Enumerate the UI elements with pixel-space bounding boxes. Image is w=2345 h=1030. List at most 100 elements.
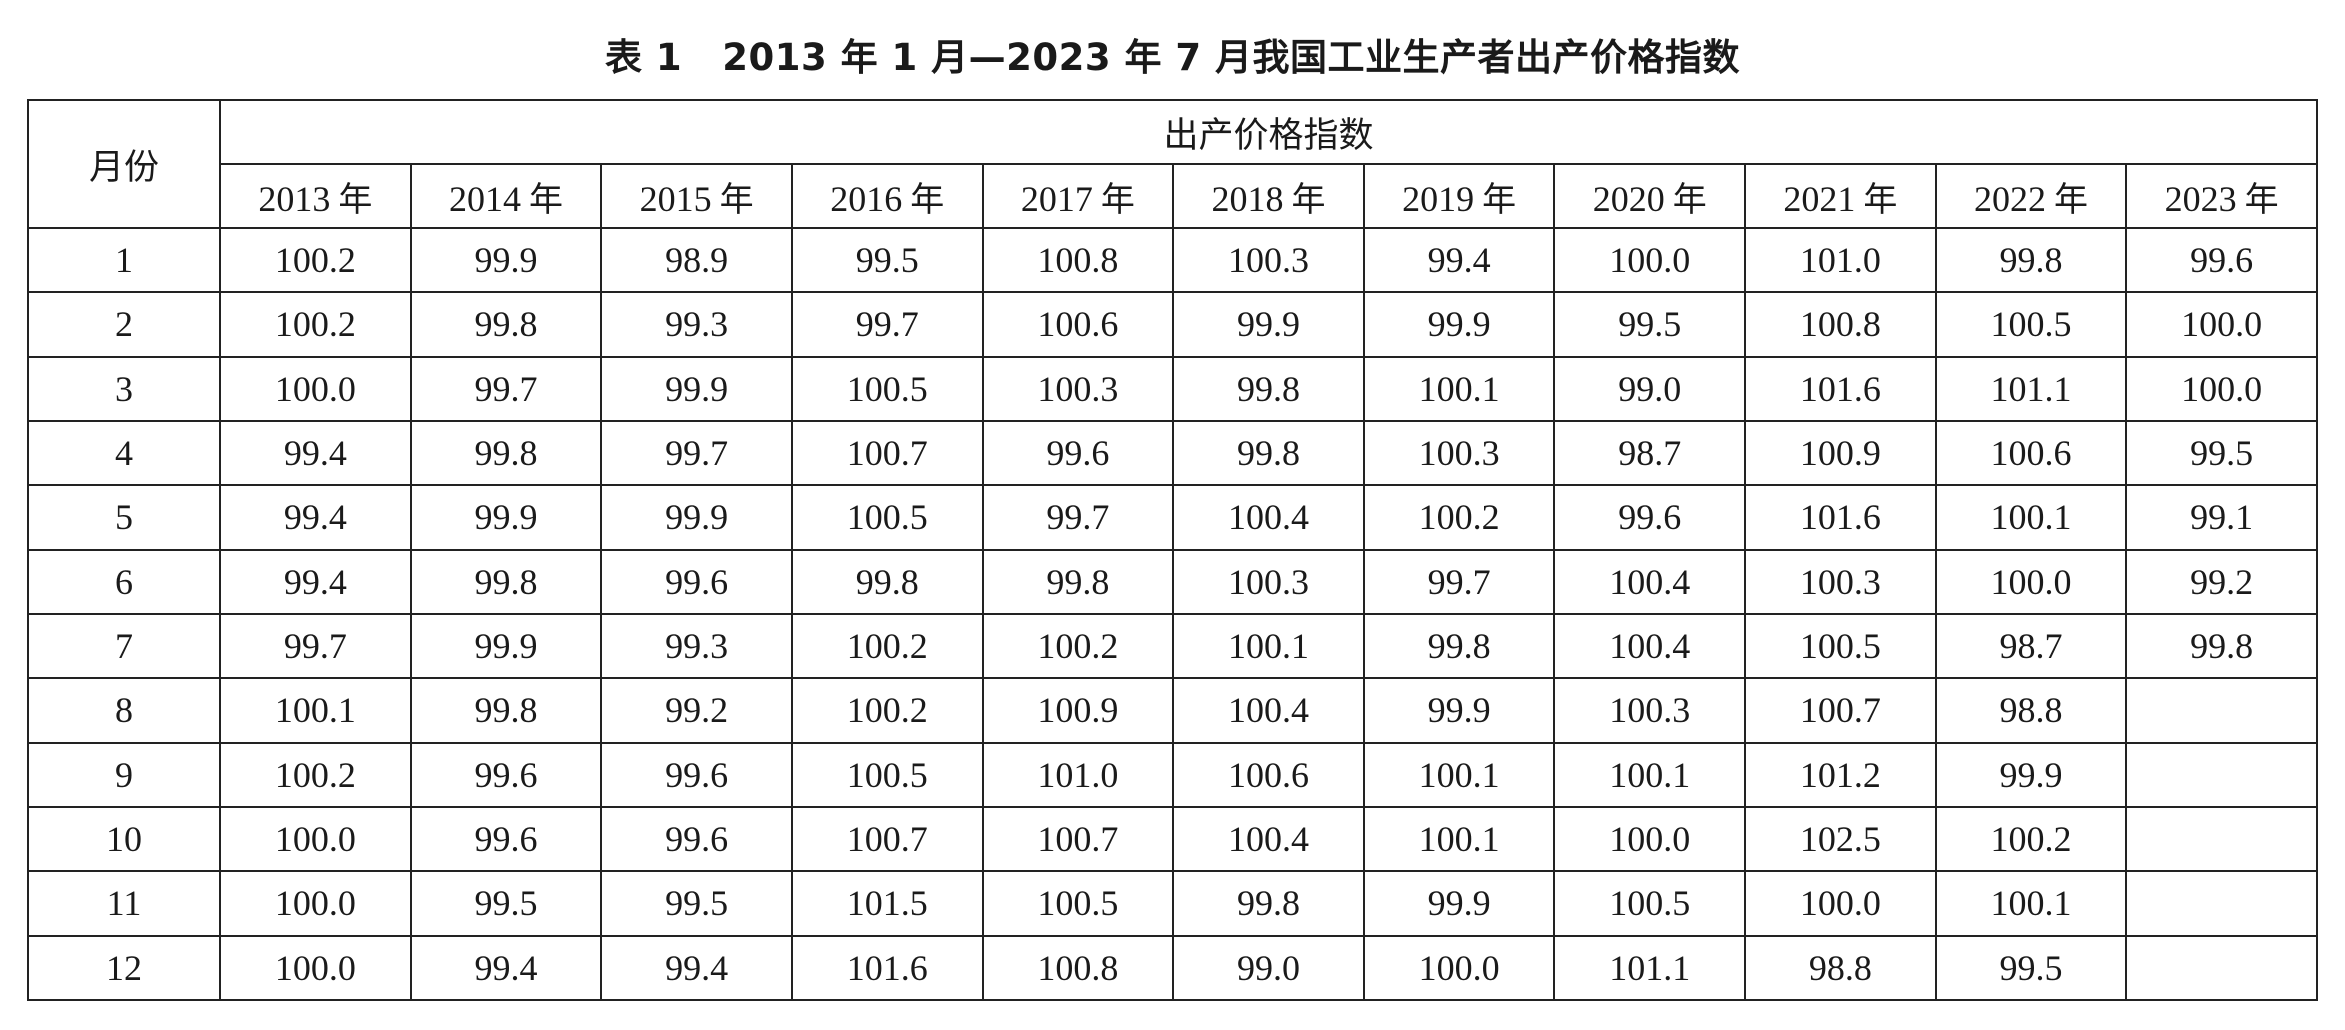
value-cell: 100.0 (219, 870, 412, 937)
value-cell: 100.0 (1744, 870, 1937, 937)
month-cell: 11 (27, 870, 221, 937)
value-cell: 100.2 (790, 677, 984, 744)
value-cell: 99.4 (219, 484, 412, 551)
year-header-unit: 年 (719, 179, 754, 220)
value-cell: 99.5 (1934, 934, 2128, 1002)
value-cell: 99.3 (600, 612, 793, 680)
value-cell: 100.1 (1553, 741, 1746, 808)
value-cell: 99.0 (1553, 355, 1746, 422)
year-header: 2021 年 (1744, 163, 1937, 229)
value-cell: 100.4 (1553, 548, 1746, 615)
year-header-unit: 年 (1482, 179, 1517, 220)
year-header-number: 2019 (1402, 178, 1475, 219)
value-cell: 99.1 (2125, 484, 2318, 551)
value-cell: 100.2 (219, 741, 412, 808)
value-cell: 100.3 (1553, 677, 1746, 744)
value-cell: 99.8 (409, 677, 603, 744)
value-cell (2125, 934, 2318, 1002)
value-cell: 100.4 (1172, 484, 1365, 551)
value-cell: 99.7 (1362, 548, 1556, 615)
value-cell: 99.4 (1362, 226, 1556, 294)
value-cell: 100.5 (790, 355, 984, 422)
month-cell: 12 (27, 934, 221, 1002)
year-header-number: 2016 (830, 178, 903, 219)
table-row: 8 100.1 99.8 99.2 100.2 100.9 100.4 99.9 100.3 10… (27, 677, 2318, 744)
month-cell: 2 (27, 291, 221, 358)
ppi-table: 月份 出产价格指数 2013 年 2014 年 2015 年 2016 年 2017 年 2018 年… (27, 99, 2318, 1002)
value-cell: 99.5 (600, 870, 793, 937)
value-cell: 99.8 (981, 548, 1175, 615)
month-cell: 6 (27, 548, 221, 615)
value-cell: 99.6 (600, 741, 793, 808)
year-header: 2022 年 (1934, 163, 2128, 229)
header-row-group: 月份 出产价格指数 (27, 99, 2318, 229)
year-header-number: 2014 (448, 178, 521, 219)
month-cell: 5 (27, 484, 221, 551)
value-cell (2125, 805, 2318, 873)
value-cell: 99.9 (600, 484, 793, 551)
table-row: 9 100.2 99.6 99.6 100.5 101.0 100.6 100.1 100.1 1… (27, 741, 2318, 808)
value-cell: 99.2 (600, 677, 793, 744)
value-cell: 100.2 (219, 291, 412, 358)
value-cell: 100.7 (790, 419, 984, 487)
value-cell: 100.3 (1172, 548, 1365, 615)
month-cell: 10 (27, 805, 221, 873)
year-header-unit: 年 (2244, 179, 2279, 220)
value-cell: 100.1 (219, 677, 412, 744)
year-header-unit: 年 (338, 179, 373, 220)
value-cell (2125, 741, 2318, 808)
year-header-unit: 年 (1291, 179, 1326, 220)
value-cell: 100.2 (219, 226, 412, 294)
value-cell: 99.4 (219, 548, 412, 615)
table-row: 11 100.0 99.5 99.5 101.5 100.5 99.8 99.9 100.5 10… (27, 870, 2318, 937)
value-cell: 99.7 (790, 291, 984, 358)
value-cell: 100.0 (219, 355, 412, 422)
value-cell: 100.8 (981, 226, 1175, 294)
value-cell: 100.8 (981, 934, 1175, 1002)
year-header-unit: 年 (910, 179, 945, 220)
value-cell: 100.4 (1172, 677, 1365, 744)
value-cell: 100.0 (2125, 291, 2318, 358)
value-cell: 100.8 (1744, 291, 1937, 358)
value-cell: 99.5 (790, 226, 984, 294)
value-cell: 100.1 (1934, 870, 2128, 937)
table-row: 2 100.2 99.8 99.3 99.7 100.6 99.9 99.9 99.5 100.8… (27, 291, 2318, 358)
value-cell: 99.6 (1553, 484, 1746, 551)
value-cell: 99.3 (600, 291, 793, 358)
value-cell: 100.5 (790, 484, 984, 551)
value-cell: 101.1 (1553, 934, 1746, 1002)
value-cell: 98.7 (1934, 612, 2128, 680)
value-cell: 101.6 (790, 934, 984, 1002)
year-header: 2018 年 (1172, 163, 1365, 229)
value-cell: 99.9 (409, 612, 603, 680)
value-cell: 99.8 (1362, 612, 1556, 680)
value-cell: 100.7 (790, 805, 984, 873)
table-row: 7 99.7 99.9 99.3 100.2 100.2 100.1 99.8 100.4 100… (27, 612, 2318, 680)
value-cell: 100.4 (1172, 805, 1365, 873)
value-cell: 100.1 (1362, 805, 1556, 873)
value-cell: 99.7 (600, 419, 793, 487)
year-header-unit: 年 (2053, 179, 2088, 220)
value-cell: 99.4 (409, 934, 603, 1002)
value-cell: 100.0 (1934, 548, 2128, 615)
value-cell: 100.2 (981, 612, 1175, 680)
month-header: 月份 (27, 99, 221, 229)
value-cell: 99.7 (219, 612, 412, 680)
year-header-number: 2013 (258, 178, 331, 219)
value-cell: 100.0 (1553, 226, 1746, 294)
value-cell: 99.8 (790, 548, 984, 615)
value-cell: 100.5 (1744, 612, 1937, 680)
year-header-number: 2017 (1020, 178, 1093, 219)
year-header-number: 2020 (1592, 178, 1665, 219)
value-cell: 100.1 (1934, 484, 2128, 551)
value-cell: 99.4 (219, 419, 412, 487)
value-cell: 99.8 (409, 291, 603, 358)
table-row: 3 100.0 99.7 99.9 100.5 100.3 99.8 100.1 99.0 101… (27, 355, 2318, 422)
table-row: 12 100.0 99.4 99.4 101.6 100.8 99.0 100.0 101.1 9… (27, 934, 2318, 1002)
value-cell: 99.5 (409, 870, 603, 937)
year-header-number: 2021 (1783, 178, 1856, 219)
value-cell: 101.6 (1744, 484, 1937, 551)
year-header: 2013 年 (219, 163, 412, 229)
value-cell: 100.1 (1362, 355, 1556, 422)
year-header-unit: 年 (1863, 179, 1898, 220)
